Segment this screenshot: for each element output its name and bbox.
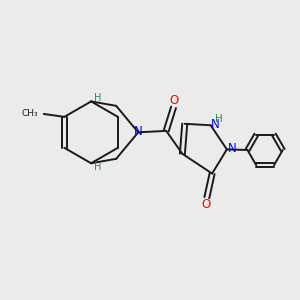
Text: O: O [169, 94, 179, 107]
Text: H: H [215, 114, 223, 124]
Text: H: H [94, 162, 101, 172]
Text: N: N [134, 125, 142, 138]
Text: H: H [94, 93, 101, 103]
Text: N: N [211, 118, 220, 131]
Text: O: O [202, 198, 211, 211]
Text: CH₃: CH₃ [22, 109, 38, 118]
Text: N: N [227, 142, 236, 155]
